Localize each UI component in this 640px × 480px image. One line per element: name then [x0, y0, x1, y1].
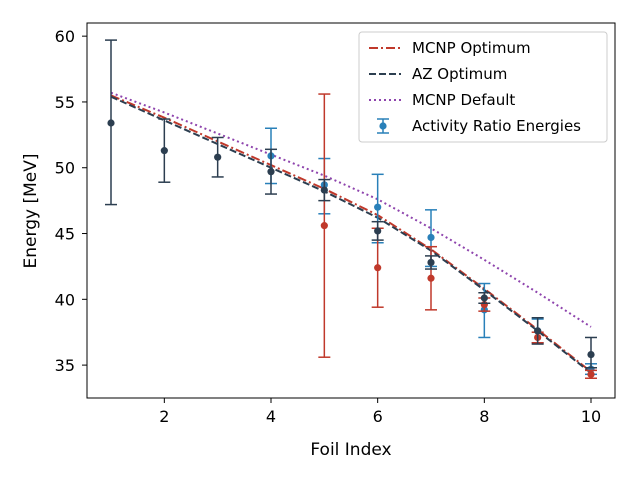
- legend-label: MCNP Optimum: [412, 39, 531, 57]
- y-tick-label: 35: [55, 356, 75, 375]
- data-point: [214, 153, 222, 161]
- data-point: [427, 233, 435, 242]
- y-tick-label: 50: [55, 159, 75, 178]
- y-tick-label: 45: [55, 225, 75, 244]
- legend-label: Activity Ratio Energies: [412, 117, 581, 135]
- x-tick-label: 10: [581, 407, 601, 426]
- x-tick-label: 8: [479, 407, 489, 426]
- data-point: [534, 327, 542, 335]
- series-line-az-optimum: [110, 95, 592, 374]
- data-point: [374, 264, 382, 272]
- x-axis-label: Foil Index: [310, 440, 391, 460]
- legend-swatch-point: [379, 122, 387, 130]
- y-axis: 35 40 45 50 55 60: [55, 27, 87, 375]
- data-point: [320, 222, 328, 230]
- x-tick-label: 6: [373, 407, 383, 426]
- plot-lines: [110, 91, 592, 374]
- legend: MCNP Optimum AZ Optimum MCNP Default Activi…: [358, 31, 608, 143]
- data-point: [427, 274, 435, 282]
- data-point: [267, 168, 275, 176]
- series-line-mcnp-optimum: [110, 94, 592, 373]
- y-tick-label: 40: [55, 290, 75, 309]
- data-point: [480, 294, 488, 302]
- data-point: [107, 119, 115, 127]
- data-point: [587, 350, 595, 359]
- data-point: [374, 227, 382, 235]
- y-tick-label: 60: [55, 27, 75, 46]
- data-point: [427, 258, 435, 267]
- plot-errorbars: [105, 39, 597, 380]
- x-tick-label: 4: [266, 407, 276, 426]
- x-axis: 2 4 6 8 10: [159, 398, 601, 426]
- data-point: [160, 147, 168, 155]
- legend-box: [358, 31, 608, 143]
- series-line-mcnp-default: [110, 91, 592, 328]
- y-axis-label: Energy [MeV]: [21, 154, 41, 269]
- data-point: [374, 203, 382, 211]
- data-point: [587, 370, 595, 378]
- legend-label: MCNP Default: [412, 91, 515, 109]
- data-point: [320, 186, 328, 194]
- plot-frame: [86, 22, 616, 399]
- y-tick-label: 55: [55, 93, 75, 112]
- x-tick-label: 2: [159, 407, 169, 426]
- legend-label: AZ Optimum: [412, 65, 507, 83]
